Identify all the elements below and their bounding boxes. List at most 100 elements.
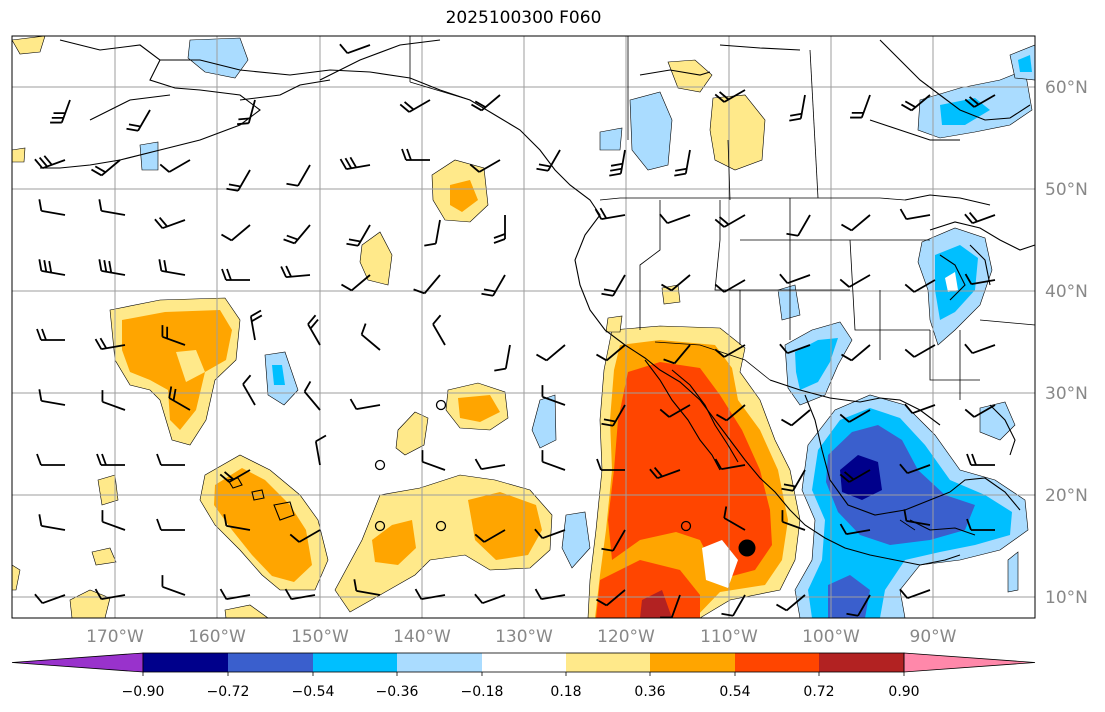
calm-circle [374, 459, 386, 471]
wind-barb [353, 579, 381, 596]
wind-barb [91, 159, 121, 177]
lat-label: 30°N [1045, 384, 1088, 404]
wind-barb [536, 344, 566, 362]
colorbar-tick: 0.90 [888, 684, 919, 700]
wind-barb [964, 211, 996, 225]
wind-barb [903, 509, 931, 526]
wind-barb [901, 94, 931, 112]
positive-region-mexico-strong-s [596, 560, 700, 618]
wind-barb [899, 463, 931, 475]
wind-barb [659, 404, 691, 418]
wind-barb [850, 94, 871, 119]
longitude-labels: 170°W 160°W 150°W 140°W 130°W 120°W 110°… [86, 627, 957, 647]
wind-barb [846, 594, 871, 617]
wind-barb [284, 588, 316, 601]
wind-barb [38, 199, 66, 216]
wind-barb [594, 207, 626, 221]
wind-barb [839, 274, 871, 288]
wind-barb [161, 325, 186, 346]
latitude-labels: 60°N 50°N 40°N 30°N 20°N 10°N [1045, 78, 1088, 608]
wind-barb [786, 214, 811, 237]
wind-barb [899, 208, 931, 221]
wind-barb [841, 344, 871, 362]
wind-barb [432, 314, 446, 346]
wind-barb [471, 94, 501, 112]
wind-barb [899, 588, 931, 600]
lat-label: 40°N [1045, 282, 1088, 302]
wind-barb [596, 344, 626, 362]
wind-barb [126, 109, 151, 132]
wind-barb [101, 510, 126, 531]
wind-barb [98, 259, 126, 276]
calm-circle [435, 520, 447, 532]
wind-barb [964, 94, 996, 108]
wind-barb [776, 594, 806, 612]
wind-barb [904, 403, 936, 415]
wind-barb [716, 404, 746, 422]
wind-barb [649, 466, 681, 480]
plot-area [11, 35, 1036, 619]
wind-barb [303, 381, 321, 411]
calm-circle [374, 520, 386, 532]
wind-barb [534, 588, 566, 601]
wind-barb [609, 149, 626, 177]
lat-label: 50°N [1045, 180, 1088, 200]
colorbar-tick: 0.54 [719, 684, 750, 700]
wind-barb [779, 273, 811, 285]
colorbar-tick-labels: −0.90 −0.72 −0.54 −0.36 −0.18 0.18 0.36 … [122, 684, 920, 700]
wind-barb [38, 389, 66, 406]
wind-barb [469, 159, 501, 173]
wind-barb [714, 279, 746, 293]
colorbar-swatch [143, 653, 228, 672]
wind-barb [94, 337, 126, 351]
wind-barb [34, 593, 66, 605]
wind-barb [779, 343, 811, 355]
wind-barb [219, 469, 251, 483]
colorbar-swatch [397, 653, 482, 672]
lon-label: 90°W [910, 627, 957, 647]
calm-circle [435, 399, 447, 411]
wind-barb [601, 529, 626, 552]
coastlines [40, 39, 1036, 566]
wind-barb [50, 99, 71, 124]
wind-barb [346, 224, 371, 247]
wind-barb [242, 374, 256, 406]
lon-label: 150°W [291, 627, 349, 647]
colorbar-swatch [313, 653, 397, 672]
wind-barb [839, 409, 871, 423]
wind-barb [781, 469, 806, 492]
lon-label: 130°W [495, 627, 553, 647]
wind-barb [96, 453, 125, 466]
wind-barb [237, 99, 256, 126]
borders [409, 36, 1036, 531]
wind-barb [156, 453, 185, 466]
wind-barb [494, 344, 511, 372]
wind-barb [280, 265, 311, 278]
wind-barb [474, 458, 506, 471]
calm-markers [374, 399, 756, 557]
negative-region-max [840, 455, 882, 500]
colorbar-tick: 0.72 [803, 684, 834, 700]
wind-barb [493, 215, 506, 244]
wind-barb [659, 213, 691, 225]
wind-barb [101, 390, 126, 411]
colorbar-tick: −0.90 [122, 684, 165, 700]
wind-barb [966, 518, 995, 531]
wind-barb [964, 343, 996, 355]
wind-barb [841, 214, 871, 232]
wind-barb [221, 224, 251, 242]
wind-barb [714, 214, 746, 228]
colorbar-tick: −0.72 [207, 684, 250, 700]
map-title: 2025100300 F060 [445, 8, 602, 28]
wind-barb [424, 219, 441, 247]
wind-barb [38, 514, 66, 531]
wind-barb [161, 575, 186, 596]
colorbar-tick: −0.36 [376, 684, 419, 700]
wind-barb [223, 514, 251, 531]
wind-barb [474, 593, 506, 605]
lat-lon-grid [12, 36, 1035, 618]
wind-barb [36, 453, 65, 466]
wind-barb [789, 94, 806, 122]
wind-barb [541, 450, 566, 471]
wind-barb [536, 149, 561, 172]
